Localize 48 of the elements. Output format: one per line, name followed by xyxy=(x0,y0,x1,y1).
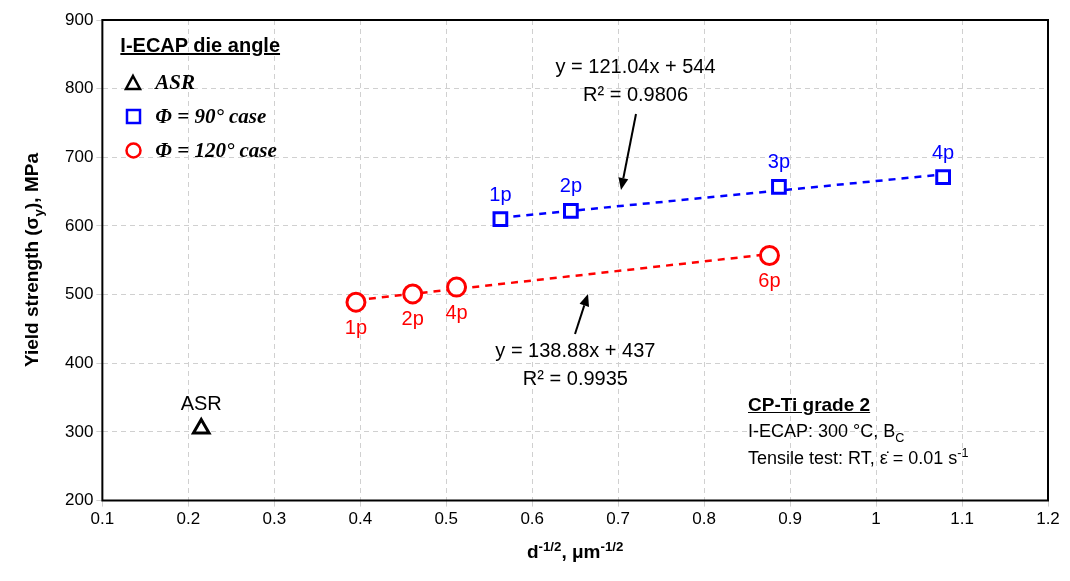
point xyxy=(563,203,579,219)
x-tick-label: 0.8 xyxy=(692,509,716,529)
annotation: ASR xyxy=(180,392,222,415)
point xyxy=(758,244,780,266)
annotation: 1p xyxy=(344,315,368,338)
y-tick-label: 900 xyxy=(64,9,94,29)
point xyxy=(446,276,468,298)
x-tick-label: 0.2 xyxy=(176,509,201,529)
y-tick-label: 400 xyxy=(64,352,94,372)
annotation: Tensile test: RT, ε̇ = 0.01 s$^{-1}$ xyxy=(748,444,969,470)
legend-label: Φ = 120° case xyxy=(155,137,277,163)
x-axis-title: d$^{-1/2}$, μm$^{-1/2}$ xyxy=(525,538,625,563)
x-tick-label: 1.2 xyxy=(1036,509,1060,529)
annotation: 6p xyxy=(758,269,781,292)
x-tick-label: 0.5 xyxy=(434,509,459,529)
x-tick-label: 1.1 xyxy=(950,509,974,529)
x-tick-label: 0.7 xyxy=(606,509,630,529)
point xyxy=(771,178,787,195)
annotation: CP-Ti grade 2 xyxy=(748,392,872,417)
annotation: 1p xyxy=(489,182,512,205)
y-tick-label: 800 xyxy=(64,78,94,98)
annotation: y = 121.04x + 544 R² = 0.9806 xyxy=(554,54,717,108)
point xyxy=(935,169,951,186)
point xyxy=(345,291,367,313)
annotation: 4p xyxy=(445,300,468,323)
annotation: 3p xyxy=(767,150,791,173)
point xyxy=(492,211,509,227)
annotation: 2p xyxy=(401,307,424,330)
annotation: 2p xyxy=(559,174,583,197)
y-tick-label: 600 xyxy=(64,215,94,235)
y-tick-label: 700 xyxy=(64,147,94,166)
x-tick-label: 0.4 xyxy=(348,509,373,529)
legend-label: Φ = 90° case xyxy=(155,103,267,129)
x-tick-label: 0.9 xyxy=(778,509,802,529)
annotation: y = 138.88x + 437 R² = 0.9935 xyxy=(494,337,657,391)
x-tick-label: 0.1 xyxy=(90,509,115,529)
x-tick-label: 1 xyxy=(871,509,881,529)
point xyxy=(402,283,424,305)
annotation: 4p xyxy=(932,140,955,163)
x-tick-label: 0.6 xyxy=(520,509,545,529)
y-tick-label: 300 xyxy=(64,421,94,441)
annotation: I-ECAP: 300 °C, B$_{C}$ xyxy=(748,419,906,445)
y-tick-label: 500 xyxy=(64,284,94,304)
x-tick-label: 0.3 xyxy=(262,509,287,529)
legend-title: I-ECAP die angle xyxy=(120,34,281,57)
point xyxy=(191,418,211,435)
y-tick-label: 200 xyxy=(64,490,94,510)
legend-label: ASR xyxy=(155,69,196,95)
